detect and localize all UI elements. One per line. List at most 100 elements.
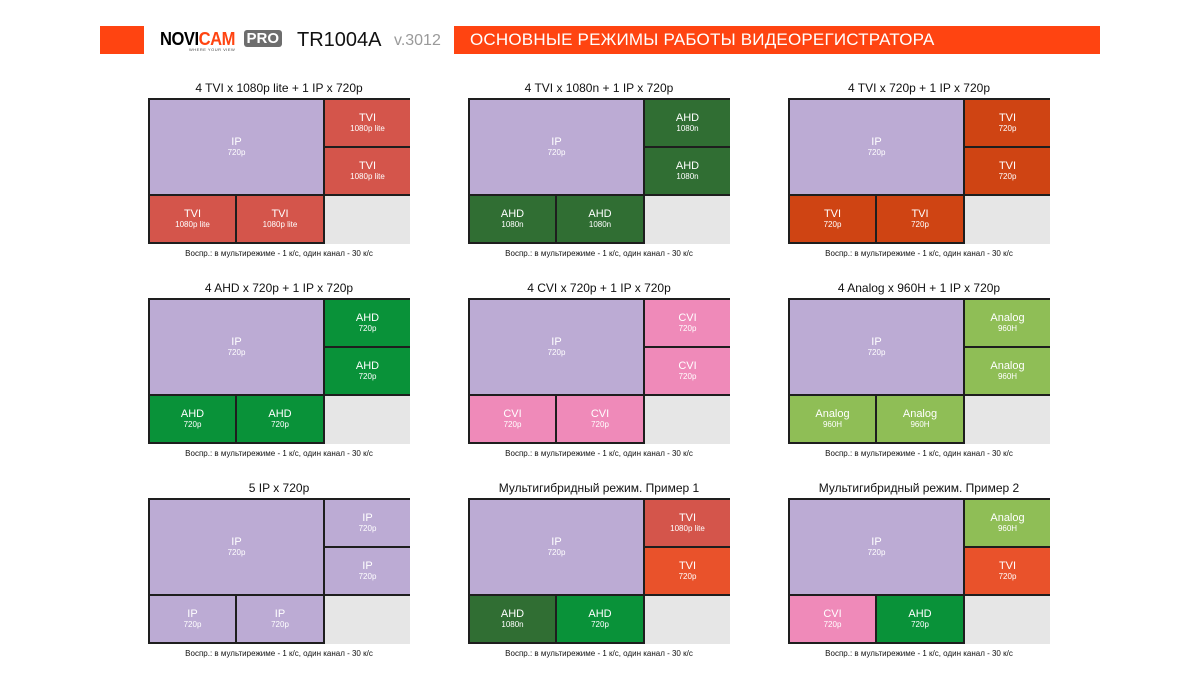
channel-resolution: 720p [867, 348, 886, 357]
channel-resolution: 720p [227, 148, 246, 157]
channel-type: AHD [355, 360, 380, 372]
layout-title: Мультигибридный режим. Пример 1 [498, 481, 700, 495]
logo-wordmark: NOVICAM [160, 29, 235, 49]
channel-type: TVI [183, 208, 202, 220]
channel-layout: IP 720p Analog 960H TVI 720p CVI 720p AHD 720… [788, 498, 1050, 644]
channel-cell-5: TVI 720p [877, 196, 963, 242]
channel-cell-main: IP 720p [150, 100, 323, 194]
channel-type: AHD [588, 608, 612, 620]
channel-type: TVI [998, 112, 1017, 124]
channel-resolution: 720p [547, 548, 566, 557]
empty-channel-cell [965, 196, 1050, 244]
channel-type: CVI [678, 312, 697, 324]
channel-resolution: 1080n [501, 220, 524, 229]
channel-type: TVI [271, 208, 289, 220]
empty-channel-cell [325, 196, 410, 244]
channel-type: TVI [998, 560, 1017, 572]
empty-channel-cell [965, 396, 1050, 444]
empty-channel-cell [325, 596, 410, 644]
channel-type: AHD [675, 112, 700, 124]
channel-cell-5: CVI 720p [557, 396, 643, 442]
channel-cell-5: AHD 720p [877, 596, 963, 642]
logo-tagline: WHERE YOUR VIEW [189, 47, 236, 52]
channel-layout: IP 720p Analog 960H Analog 960H Analog 960H … [788, 298, 1050, 444]
channel-layout: IP 720p TVI 720p TVI 720p TVI 720p TVI 720p [788, 98, 1050, 244]
channel-resolution: 960H [997, 372, 1018, 381]
channel-resolution: 720p [678, 572, 697, 581]
channel-resolution: 1080p lite [175, 220, 210, 229]
channel-cell-2: IP 720p [325, 500, 410, 546]
channel-resolution: 720p [227, 348, 246, 357]
channel-type: IP [362, 560, 373, 572]
channel-type: AHD [588, 208, 612, 220]
channel-cell-5: AHD 1080n [557, 196, 643, 242]
channel-type: TVI [823, 208, 842, 220]
playback-caption: Воспр.: в мультирежиме - 1 к/с, один кан… [825, 249, 1013, 258]
channel-resolution: 1080p lite [262, 220, 298, 229]
channel-cell-3: AHD 1080n [645, 148, 730, 194]
channel-type: AHD [500, 608, 525, 620]
model-name: TR1004A [297, 29, 382, 51]
channel-resolution: 720p [998, 572, 1017, 581]
novicam-pro-logo: NOVICAM PRO [160, 29, 283, 53]
channel-resolution: 720p [547, 348, 566, 357]
playback-caption: Воспр.: в мультирежиме - 1 к/с, один кан… [825, 449, 1013, 458]
layout-title: 4 Analog x 960H + 1 IP x 720p [837, 281, 1001, 295]
channel-type: CVI [503, 408, 522, 420]
channel-cell-main: IP 720p [150, 500, 323, 594]
channel-layout: IP 720p AHD 720p AHD 720p AHD 720p AHD 720p [148, 298, 410, 444]
channel-resolution: 720p [271, 420, 289, 429]
channel-cell-3: TVI 720p [645, 548, 730, 594]
channel-type: AHD [675, 160, 700, 172]
channel-cell-4: CVI 720p [790, 596, 875, 642]
channel-cell-main: IP 720p [150, 300, 323, 394]
channel-cell-3: TVI 720p [965, 148, 1050, 194]
page-title: ОСНОВНЫЕ РЕЖИМЫ РАБОТЫ ВИДЕОРЕГИСТРАТОРА [470, 30, 935, 49]
channel-type: AHD [500, 208, 525, 220]
channel-cell-5: AHD 720p [557, 596, 643, 642]
empty-channel-cell [645, 196, 730, 244]
channel-resolution: 720p [911, 220, 929, 229]
channel-cell-4: TVI 1080p lite [150, 196, 235, 242]
channel-cell-4: TVI 720p [790, 196, 875, 242]
channel-cell-2: TVI 1080p lite [645, 500, 730, 546]
channel-cell-2: TVI 720p [965, 100, 1050, 146]
playback-caption: Воспр.: в мультирежиме - 1 к/с, один кан… [185, 649, 373, 658]
channel-cell-2: Analog 960H [965, 500, 1050, 546]
channel-resolution: 1080n [676, 124, 699, 133]
channel-type: IP [871, 536, 882, 548]
channel-cell-2: AHD 1080n [645, 100, 730, 146]
channel-resolution: 720p [911, 620, 929, 629]
channel-type: Analog [990, 512, 1025, 524]
channel-resolution: 960H [910, 420, 930, 429]
channel-resolution: 960H [997, 524, 1018, 533]
channel-resolution: 720p [358, 372, 377, 381]
channel-cell-4: IP 720p [150, 596, 235, 642]
channel-resolution: 1080p lite [350, 124, 385, 133]
channel-resolution: 1080p lite [670, 524, 705, 533]
channel-resolution: 720p [591, 420, 609, 429]
logo-pro-badge: PRO [243, 30, 283, 47]
channel-type: IP [551, 136, 562, 148]
channel-layout: IP 720p IP 720p IP 720p IP 720p IP 720p [148, 498, 410, 644]
channel-resolution: 720p [358, 524, 377, 533]
channel-cell-4: AHD 720p [150, 396, 235, 442]
empty-channel-cell [645, 596, 730, 644]
firmware-version: v.3012 [394, 32, 441, 49]
channel-layout: IP 720p TVI 1080p lite TVI 720p AHD 1080n AH… [468, 498, 730, 644]
channel-resolution: 720p [183, 620, 202, 629]
logo-word-accent: CAM [198, 29, 236, 49]
channel-resolution: 720p [183, 420, 202, 429]
channel-type: CVI [590, 408, 610, 420]
channel-cell-3: CVI 720p [645, 348, 730, 394]
empty-channel-cell [325, 396, 410, 444]
channel-cell-2: TVI 1080p lite [325, 100, 410, 146]
channel-type: IP [871, 136, 882, 148]
channel-type: TVI [678, 512, 697, 524]
channel-resolution: 720p [547, 148, 566, 157]
header-title-bar: ОСНОВНЫЕ РЕЖИМЫ РАБОТЫ ВИДЕОРЕГИСТРАТОРА [454, 26, 1100, 54]
channel-resolution: 720p [678, 372, 697, 381]
channel-cell-main: IP 720p [470, 300, 643, 394]
channel-type: AHD [268, 408, 292, 420]
channel-resolution: 720p [358, 324, 377, 333]
